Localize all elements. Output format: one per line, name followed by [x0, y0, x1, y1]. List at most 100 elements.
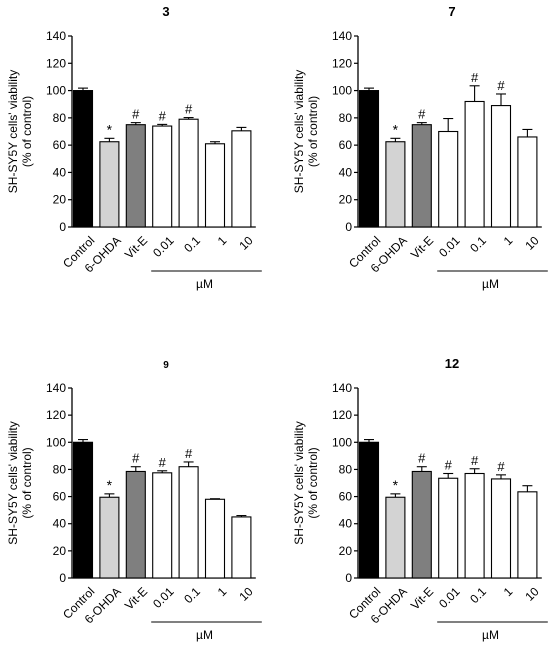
- y-tick-label: 100: [46, 84, 66, 98]
- bar: [517, 491, 538, 579]
- y-axis-label-unit: (% of control): [20, 447, 34, 518]
- y-tick-label: 140: [332, 29, 352, 43]
- y-tick-label: 140: [46, 29, 66, 43]
- significance-mark: #: [471, 453, 479, 468]
- bar: [152, 125, 173, 228]
- y-axis-label: SH-SY5Y cells' viability: [292, 70, 306, 193]
- significance-mark: *: [107, 121, 113, 137]
- bar: [385, 141, 406, 228]
- y-tick-label: 100: [332, 84, 352, 98]
- y-tick-label: 60: [53, 490, 67, 504]
- significance-mark: #: [445, 458, 453, 473]
- significance-mark: #: [159, 108, 167, 123]
- significance-mark: #: [159, 455, 167, 470]
- y-tick-label: 40: [53, 165, 67, 179]
- x-tick-label: 0.1: [467, 584, 489, 606]
- bar: [99, 496, 120, 579]
- x-tick-label: 0.1: [181, 233, 203, 255]
- unit-label: µM: [482, 628, 499, 642]
- x-tick-label: 10: [522, 233, 542, 253]
- bar: [411, 470, 432, 579]
- y-tick-label: 60: [53, 138, 67, 152]
- y-tick-label: 0: [345, 571, 352, 585]
- x-tick-label: Vit-E: [122, 584, 150, 612]
- y-tick-label: 140: [332, 381, 352, 395]
- panel-compound-9: 9 SH-SY5Y cells' viability (% of control…: [6, 360, 262, 642]
- significance-mark: *: [107, 477, 113, 493]
- bar: [204, 498, 226, 579]
- bar: [178, 466, 199, 579]
- bar: [385, 496, 406, 579]
- y-axis-label: SH-SY5Y cells' viability: [6, 70, 20, 193]
- significance-mark: #: [418, 451, 426, 466]
- chart-title: 9: [163, 360, 169, 371]
- x-tick-label: Vit-E: [408, 233, 436, 261]
- x-tick-label: 1: [215, 584, 230, 599]
- x-tick-label: Vit-E: [122, 233, 150, 261]
- x-tick-label: 0.1: [181, 584, 203, 606]
- y-tick-label: 120: [46, 56, 66, 70]
- y-tick-label: 80: [53, 462, 67, 476]
- y-axis-label-unit: (% of control): [306, 447, 320, 518]
- significance-mark: #: [471, 70, 479, 85]
- bar: [152, 472, 173, 579]
- x-tick-label: 0.01: [436, 584, 463, 611]
- y-tick-label: 80: [339, 111, 353, 125]
- x-tick-label: 1: [501, 233, 516, 248]
- y-tick-label: 0: [59, 220, 66, 234]
- y-tick-label: 100: [46, 435, 66, 449]
- significance-mark: #: [497, 459, 505, 474]
- y-tick-label: 20: [53, 193, 67, 207]
- y-tick-label: 60: [339, 490, 353, 504]
- y-tick-label: 0: [59, 571, 66, 585]
- bar: [125, 470, 146, 579]
- x-tick-label: 10: [522, 584, 542, 604]
- panel-compound-7: 7 SH-SY5Y cells' viability (% of control…: [292, 4, 548, 291]
- y-axis-label-unit: (% of control): [20, 96, 34, 167]
- y-tick-label: 40: [339, 517, 353, 531]
- significance-mark: #: [132, 451, 140, 466]
- y-tick-label: 40: [339, 165, 353, 179]
- bar: [358, 90, 380, 228]
- bar: [438, 477, 459, 579]
- y-tick-label: 140: [46, 381, 66, 395]
- bar: [464, 472, 485, 579]
- x-tick-label: 10: [236, 233, 256, 253]
- unit-label: µM: [196, 277, 213, 291]
- significance-mark: #: [185, 102, 193, 117]
- significance-mark: #: [497, 78, 505, 93]
- x-tick-label: 1: [215, 233, 230, 248]
- significance-mark: #: [418, 107, 426, 122]
- x-tick-label: 0.01: [436, 233, 463, 260]
- bar: [517, 136, 538, 228]
- bar: [125, 124, 146, 228]
- bar: [231, 516, 252, 579]
- y-tick-label: 80: [53, 111, 67, 125]
- y-tick-label: 120: [332, 408, 352, 422]
- bar: [490, 105, 512, 228]
- y-tick-label: 100: [332, 435, 352, 449]
- significance-mark: #: [185, 446, 193, 461]
- chart-title: 7: [448, 4, 455, 19]
- bar: [231, 130, 252, 228]
- bar: [358, 441, 380, 579]
- y-tick-label: 0: [345, 220, 352, 234]
- y-tick-label: 60: [339, 138, 353, 152]
- bar: [178, 118, 199, 228]
- significance-mark: *: [393, 121, 399, 137]
- y-tick-label: 20: [339, 544, 353, 558]
- chart-title: 3: [162, 4, 169, 19]
- y-axis-label: SH-SY5Y cells' viability: [292, 421, 306, 544]
- bar: [464, 100, 485, 228]
- bar: [204, 143, 226, 228]
- x-tick-label: 0.1: [467, 233, 489, 255]
- x-tick-label: 0.01: [150, 233, 177, 260]
- y-tick-label: 120: [332, 56, 352, 70]
- chart-title: 12: [445, 356, 459, 371]
- panel-compound-3: 3 SH-SY5Y cells' viability (% of control…: [6, 4, 262, 291]
- y-tick-label: 20: [339, 193, 353, 207]
- bar: [72, 441, 94, 579]
- y-tick-label: 20: [53, 544, 67, 558]
- y-axis-label: SH-SY5Y cells' viability: [6, 421, 20, 544]
